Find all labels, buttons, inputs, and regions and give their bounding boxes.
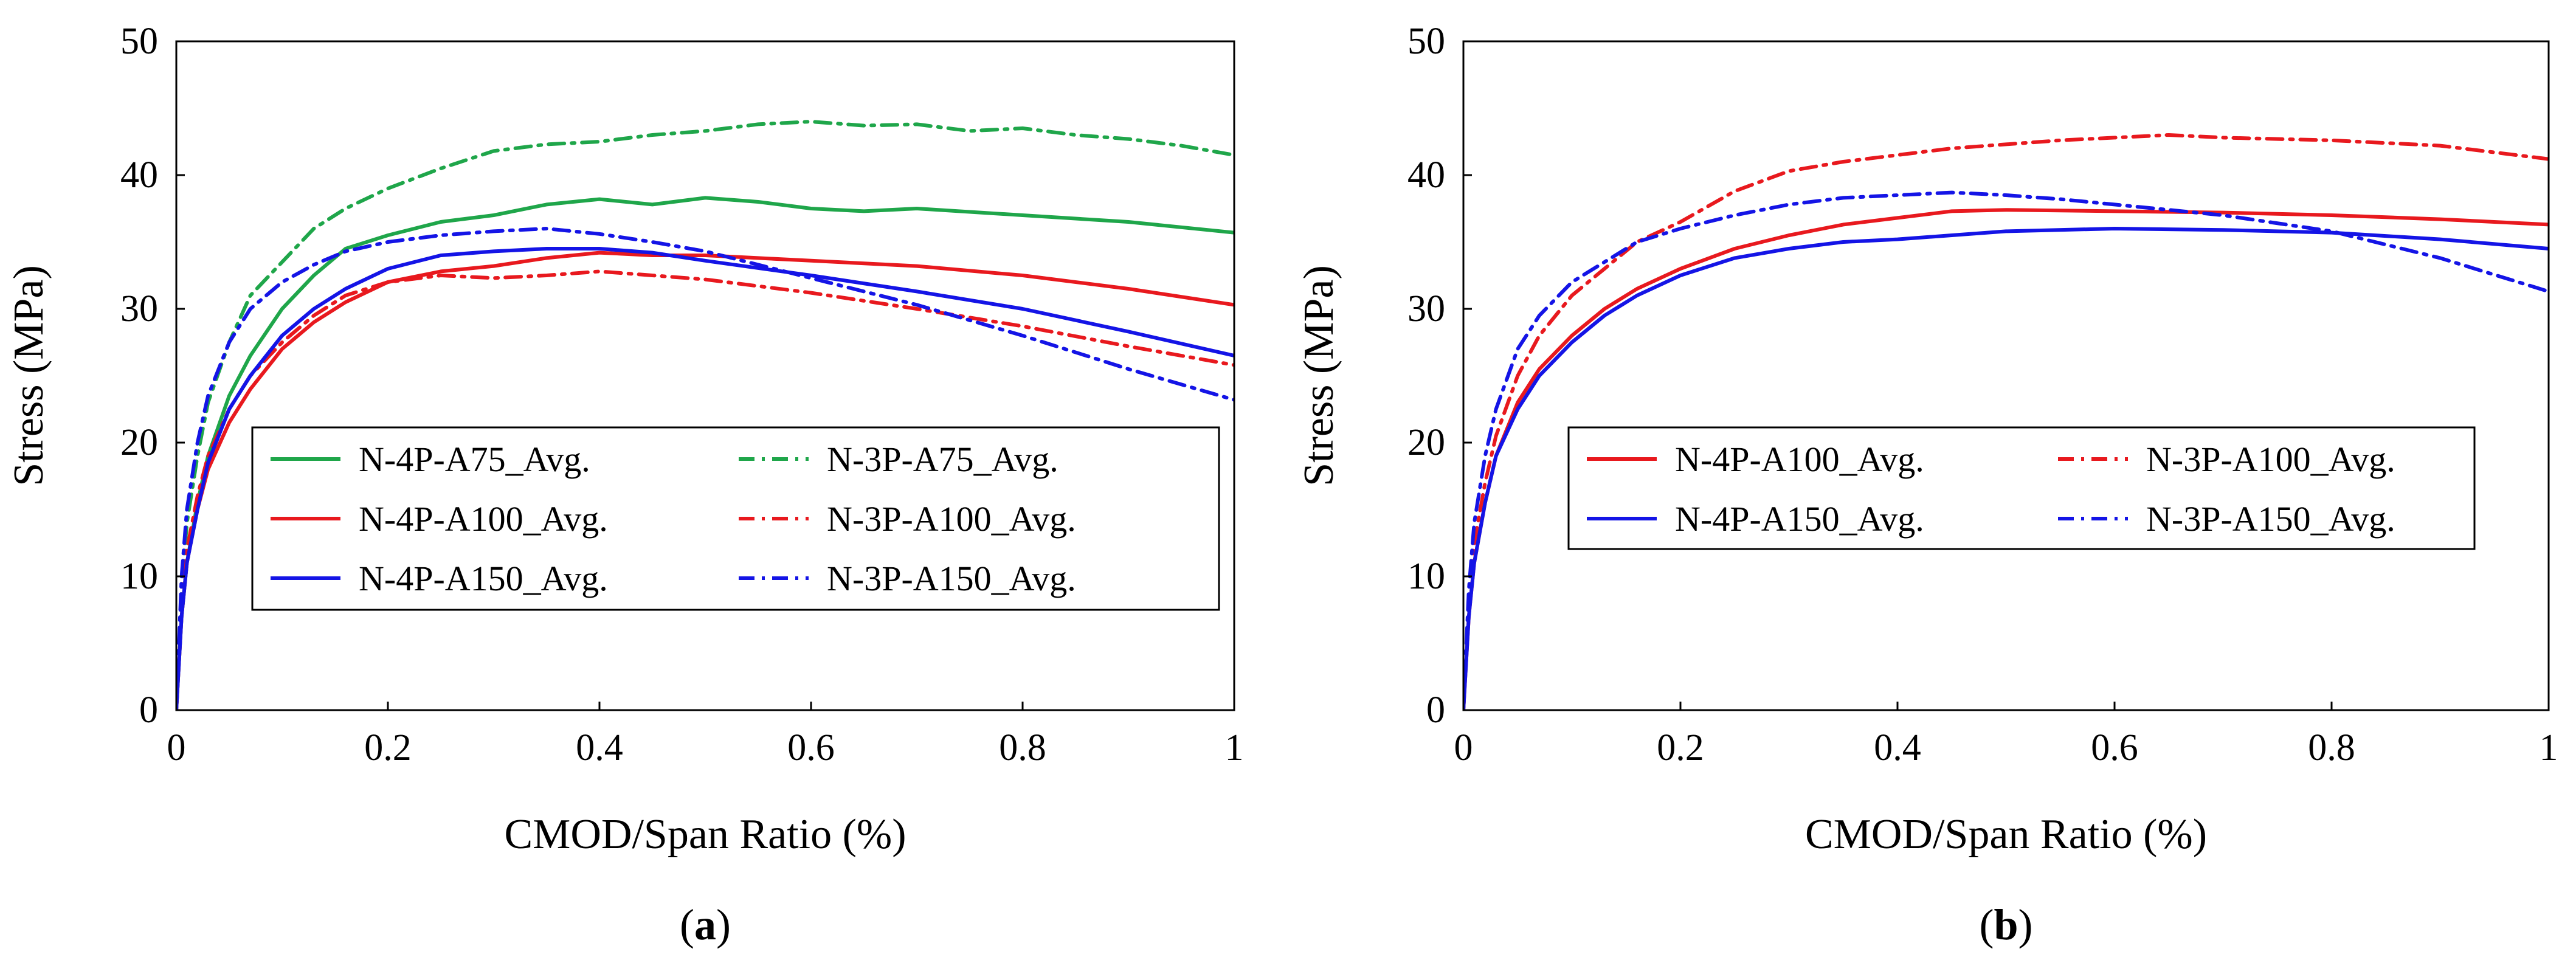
legend-entry-label: N-4P-A100_Avg. xyxy=(359,499,608,539)
y-tick-label: 40 xyxy=(1407,154,1445,196)
y-tick-label: 30 xyxy=(1407,288,1445,330)
y-tick-label: 50 xyxy=(120,21,158,62)
series-line-n-4p-a150-avg xyxy=(1463,227,2549,710)
x-tick-label: 1 xyxy=(2540,727,2558,768)
y-tick-label: 40 xyxy=(120,154,158,196)
y-tick-label: 30 xyxy=(120,288,158,330)
legend-entry-label: N-3P-A75_Avg. xyxy=(827,440,1058,479)
y-tick-label: 50 xyxy=(1407,21,1445,62)
series-group xyxy=(1463,133,2549,710)
y-tick-label: 0 xyxy=(1426,689,1445,731)
x-tick-label: 0 xyxy=(167,727,186,768)
x-tick-label: 0.8 xyxy=(2308,727,2355,768)
series-line-n-3p-a100-avg xyxy=(176,269,1234,710)
x-axis-title: CMOD/Span Ratio (%) xyxy=(1805,811,2207,858)
series-line-n-3p-a150-avg xyxy=(1463,190,2549,710)
y-axis-title: Stress (MPa) xyxy=(5,265,52,486)
x-tick-label: 0.8 xyxy=(999,727,1046,768)
x-tick-label: 0.2 xyxy=(364,727,412,768)
plot-area-frame xyxy=(1462,40,2550,711)
legend-entry-label: N-4P-A100_Avg. xyxy=(1675,440,1924,479)
legend-box xyxy=(251,426,1220,611)
series-line-n-3p-a75-avg xyxy=(176,120,1234,710)
legend-entry-label: N-3P-A150_Avg. xyxy=(827,559,1076,598)
legend-entry-label: N-4P-A75_Avg. xyxy=(359,440,590,479)
panel-label: (a) xyxy=(680,900,731,949)
series-group xyxy=(176,120,1234,710)
x-axis-title: CMOD/Span Ratio (%) xyxy=(504,811,906,858)
legend-box xyxy=(1567,426,2476,550)
legend: N-4P-A75_Avg. N-3P-A75_Avg. N-4P-A100_Avg.… xyxy=(251,426,1220,611)
y-tick-label: 20 xyxy=(120,422,158,463)
y-tick-label: 0 xyxy=(139,689,158,731)
x-tick-label: 0.4 xyxy=(576,727,623,768)
y-tick-label: 10 xyxy=(1407,556,1445,597)
legend-entry-label: N-3P-A150_Avg. xyxy=(2146,499,2395,539)
x-tick-label: 0.4 xyxy=(1874,727,1921,768)
series-line-n-3p-a150-avg xyxy=(176,227,1234,710)
x-tick-label: 0.6 xyxy=(2091,727,2138,768)
y-tick-label: 10 xyxy=(120,556,158,597)
plot-area-frame xyxy=(175,40,1235,711)
y-axis-title: Stress (MPa) xyxy=(1296,265,1342,486)
panel-label: (b) xyxy=(1979,900,2032,949)
x-tick-label: 0 xyxy=(1454,727,1473,768)
series-line-n-3p-a100-avg xyxy=(1463,133,2549,710)
y-tick-label: 20 xyxy=(1407,422,1445,463)
x-tick-label: 1 xyxy=(1225,727,1244,768)
legend: N-4P-A100_Avg. N-3P-A100_Avg. N-4P-A150_Av… xyxy=(1567,426,2476,550)
legend-entry-label: N-4P-A150_Avg. xyxy=(1675,499,1924,539)
legend-entry-label: N-4P-A150_Avg. xyxy=(359,559,608,598)
legend-entry-label: N-3P-A100_Avg. xyxy=(827,499,1076,539)
x-tick-label: 0.6 xyxy=(787,727,835,768)
series-line-n-4p-a150-avg xyxy=(176,247,1234,710)
x-tick-label: 0.2 xyxy=(1657,727,1704,768)
legend-entry-label: N-3P-A100_Avg. xyxy=(2146,440,2395,479)
